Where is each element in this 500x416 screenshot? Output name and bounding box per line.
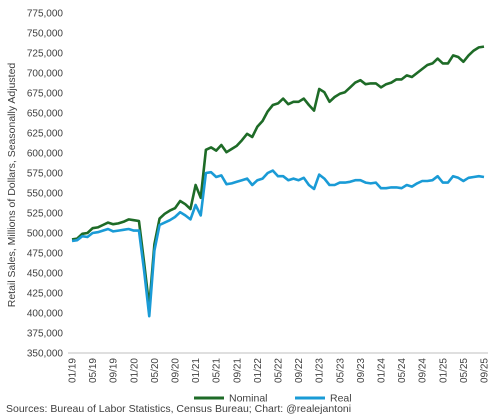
x-tick-label: 09/19 [109, 358, 120, 383]
x-tick-label: 05/24 [397, 358, 408, 383]
x-tick-label: 05/19 [88, 358, 99, 383]
x-axis-ticks: 01/19 05/19 09/19 01/20 05/20 09/20 01/21 05/21… [68, 358, 491, 383]
x-tick-label: 09/24 [418, 358, 429, 383]
source-note: Sources: Bureau of Labor Statistics, Cen… [6, 403, 351, 415]
x-tick-label: 01/20 [129, 358, 140, 383]
y-tick-label: 450,000 [27, 269, 64, 280]
y-tick-label: 650,000 [27, 109, 64, 120]
y-tick-label: 525,000 [27, 209, 64, 220]
y-tick-label: 625,000 [27, 129, 64, 140]
y-tick-label: 725,000 [27, 49, 64, 60]
y-tick-label: 400,000 [27, 309, 64, 320]
x-tick-label: 09/22 [294, 358, 305, 383]
y-tick-label: 475,000 [27, 249, 64, 260]
x-tick-label: 05/21 [212, 358, 223, 383]
series-lines [72, 47, 484, 317]
y-tick-label: 550,000 [27, 189, 64, 200]
x-tick-label: 05/22 [274, 358, 285, 383]
y-tick-label: 600,000 [27, 149, 64, 160]
x-tick-label: 01/21 [191, 358, 202, 383]
y-tick-label: 575,000 [27, 169, 64, 180]
x-tick-label: 09/25 [480, 358, 491, 383]
x-tick-label: 01/25 [438, 358, 449, 383]
y-tick-label: 750,000 [27, 29, 64, 40]
y-tick-label: 500,000 [27, 229, 64, 240]
x-tick-label: 01/19 [68, 358, 79, 383]
y-tick-label: 675,000 [27, 89, 64, 100]
x-tick-label: 09/23 [356, 358, 367, 383]
x-tick-label: 01/22 [253, 358, 264, 383]
x-tick-label: 05/23 [335, 358, 346, 383]
y-axis-ticks: 350,000 375,000 400,000 425,000 450,000 475,0… [27, 9, 64, 360]
x-tick-label: 09/21 [232, 358, 243, 383]
series-line-real [72, 171, 484, 317]
y-tick-label: 350,000 [27, 349, 64, 360]
x-tick-label: 05/20 [150, 358, 161, 383]
x-tick-label: 01/24 [377, 358, 388, 383]
x-tick-label: 09/20 [171, 358, 182, 383]
y-tick-label: 425,000 [27, 289, 64, 300]
y-tick-label: 700,000 [27, 69, 64, 80]
y-axis-label: Retail Sales, Millions of Dollars, Seaso… [6, 63, 18, 308]
y-tick-label: 375,000 [27, 329, 64, 340]
x-tick-label: 05/25 [459, 358, 470, 383]
x-tick-label: 01/23 [315, 358, 326, 383]
y-tick-label: 775,000 [27, 9, 64, 20]
